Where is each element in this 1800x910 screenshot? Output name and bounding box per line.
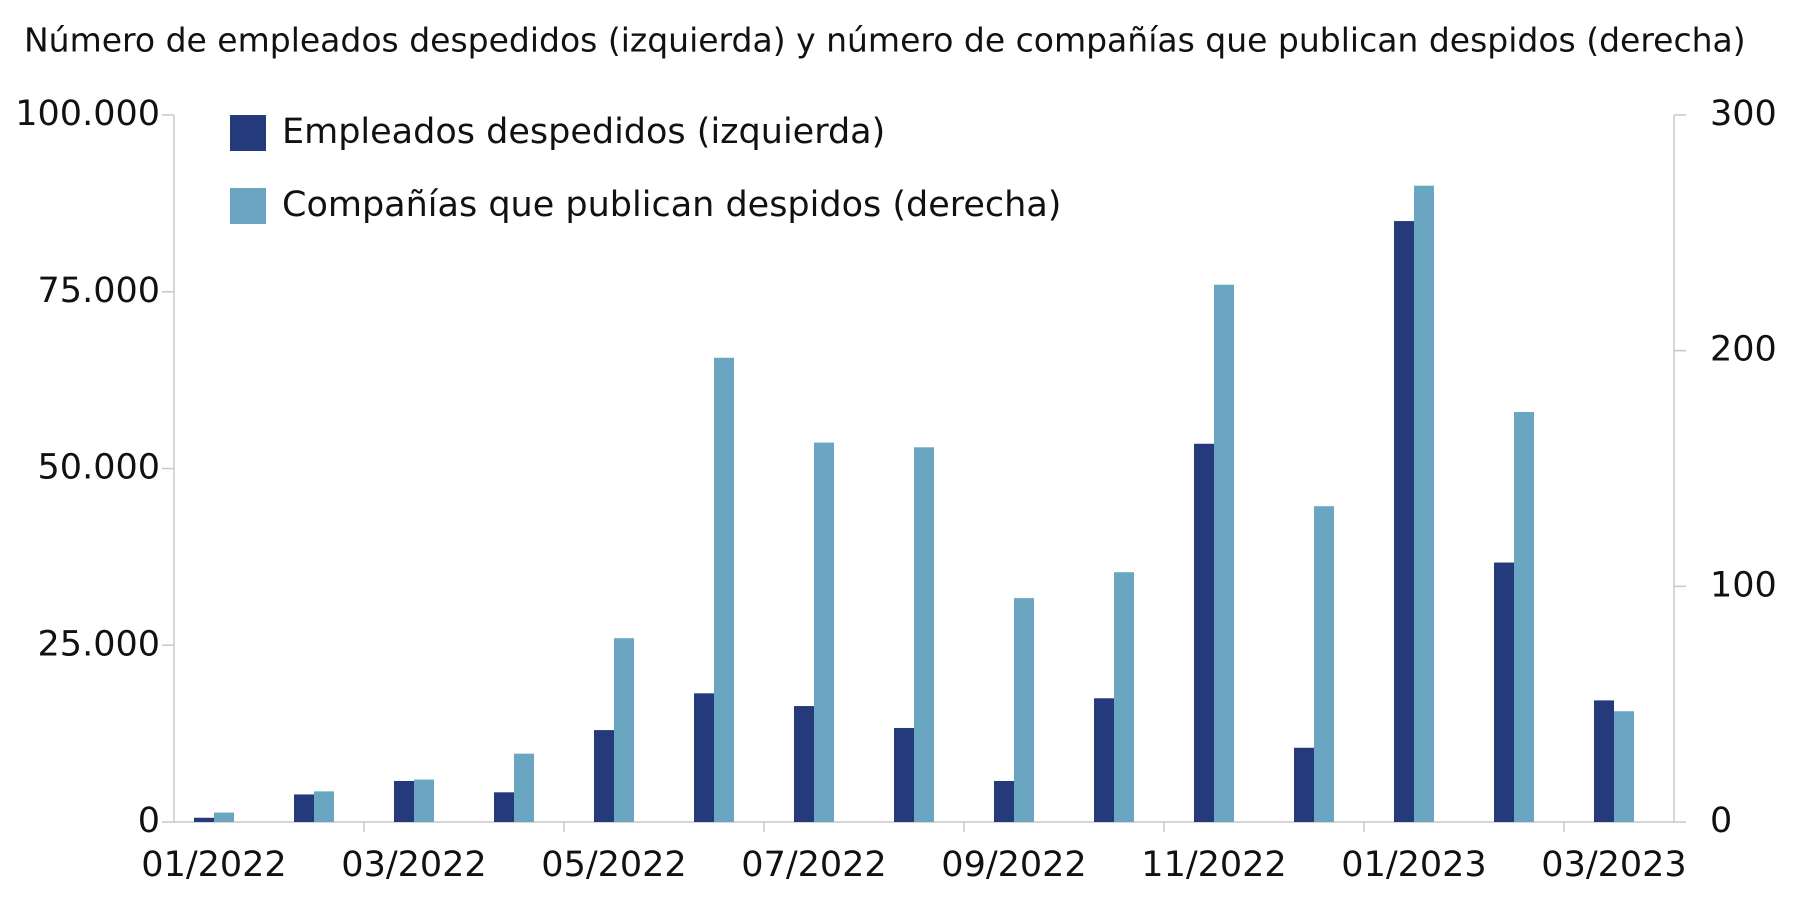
y2-tick-label: 300 (1710, 94, 1777, 134)
y-tick-label: 50.000 (38, 448, 160, 488)
bar (214, 812, 234, 822)
bar (894, 727, 914, 822)
x-tick-label: 03/2023 (1541, 845, 1686, 885)
bar (1414, 185, 1434, 822)
bar (394, 780, 414, 822)
bar (614, 638, 634, 822)
y-tick-label: 0 (138, 801, 160, 841)
legend-swatch (230, 115, 266, 151)
bar (1494, 562, 1514, 822)
bar (1594, 700, 1614, 822)
legend-label: Empleados despedidos (izquierda) (282, 112, 885, 152)
bar (414, 779, 434, 822)
bar (294, 794, 314, 822)
y-tick-label: 75.000 (38, 271, 160, 311)
bar (1314, 506, 1334, 822)
y2-tick-label: 200 (1710, 330, 1777, 370)
bar (1294, 747, 1314, 822)
bar (1214, 284, 1234, 822)
bar (1614, 711, 1634, 822)
bar (514, 753, 534, 822)
bar (694, 693, 714, 822)
bar (494, 792, 514, 822)
x-tick-label: 07/2022 (741, 845, 886, 885)
bar (1514, 411, 1534, 822)
x-tick-label: 01/2023 (1341, 845, 1486, 885)
y2-tick-label: 0 (1710, 801, 1732, 841)
y-tick-label: 25.000 (38, 624, 160, 664)
bar (714, 357, 734, 822)
y-tick-label: 100.000 (15, 94, 160, 134)
bar (194, 817, 214, 822)
bar (1114, 572, 1134, 822)
x-tick-label: 05/2022 (541, 845, 686, 885)
bar (1094, 698, 1114, 822)
chart-title: Número de empleados despedidos (izquierd… (24, 21, 1746, 60)
bar (594, 730, 614, 822)
legend-label: Compañías que publican despidos (derecha… (282, 185, 1061, 225)
bar (994, 780, 1014, 822)
bar (1014, 598, 1034, 822)
bar (1194, 443, 1214, 822)
bar (794, 706, 814, 822)
bar (914, 447, 934, 822)
bar (314, 791, 334, 822)
x-tick-label: 09/2022 (941, 845, 1086, 885)
legend-swatch (230, 188, 266, 224)
x-tick-label: 11/2022 (1141, 845, 1286, 885)
x-tick-label: 03/2022 (341, 845, 486, 885)
bar (1394, 221, 1414, 823)
y2-tick-label: 100 (1710, 565, 1777, 605)
bar (814, 442, 834, 822)
x-tick-label: 01/2022 (141, 845, 286, 885)
